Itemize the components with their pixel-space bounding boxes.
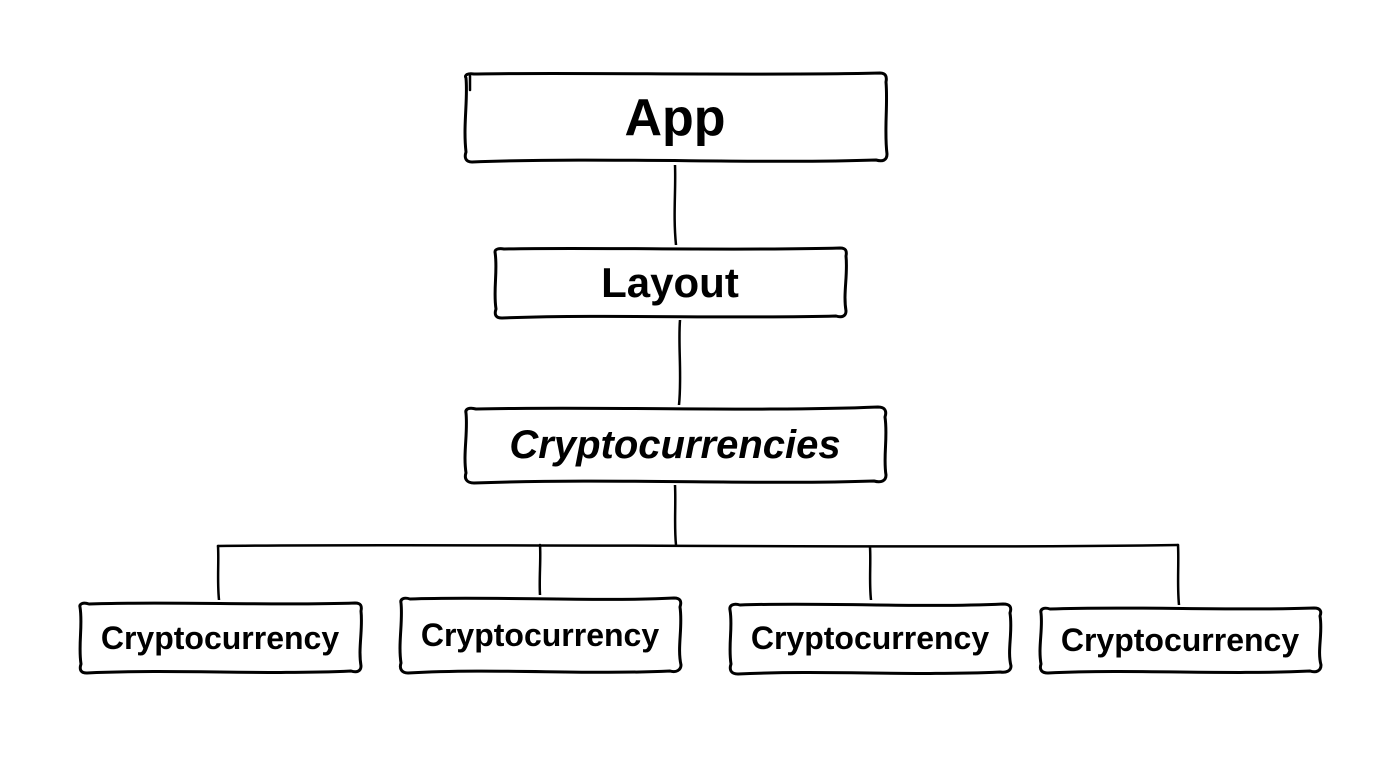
- node-layout-label: Layout: [595, 262, 745, 304]
- node-c2-label: Cryptocurrency: [415, 619, 665, 651]
- node-c1: Cryptocurrency: [75, 600, 365, 675]
- node-app: App: [460, 70, 890, 165]
- node-c1-label: Cryptocurrency: [95, 622, 345, 654]
- node-c4: Cryptocurrency: [1035, 605, 1325, 675]
- node-app-label: App: [618, 92, 731, 144]
- node-c2: Cryptocurrency: [395, 595, 685, 675]
- edge-to-c4: [1178, 545, 1179, 605]
- node-layout: Layout: [490, 245, 850, 320]
- node-cryptos-label: Cryptocurrencies: [503, 425, 846, 465]
- edge-cryptos-trunk: [675, 485, 676, 545]
- node-c4-label: Cryptocurrency: [1055, 624, 1305, 656]
- edge-bus: [218, 545, 1178, 546]
- edge-app-layout: [675, 165, 676, 245]
- edge-to-c2: [540, 545, 541, 595]
- edge-to-c3: [870, 547, 871, 600]
- node-cryptos: Cryptocurrencies: [460, 405, 890, 485]
- node-c3: Cryptocurrency: [725, 600, 1015, 675]
- edge-layout-cryptos: [679, 320, 680, 405]
- node-c3-label: Cryptocurrency: [745, 622, 995, 654]
- edge-to-c1: [218, 546, 219, 600]
- tree-diagram: App Layout Cryptocurrencies Cryptocurren…: [0, 0, 1383, 774]
